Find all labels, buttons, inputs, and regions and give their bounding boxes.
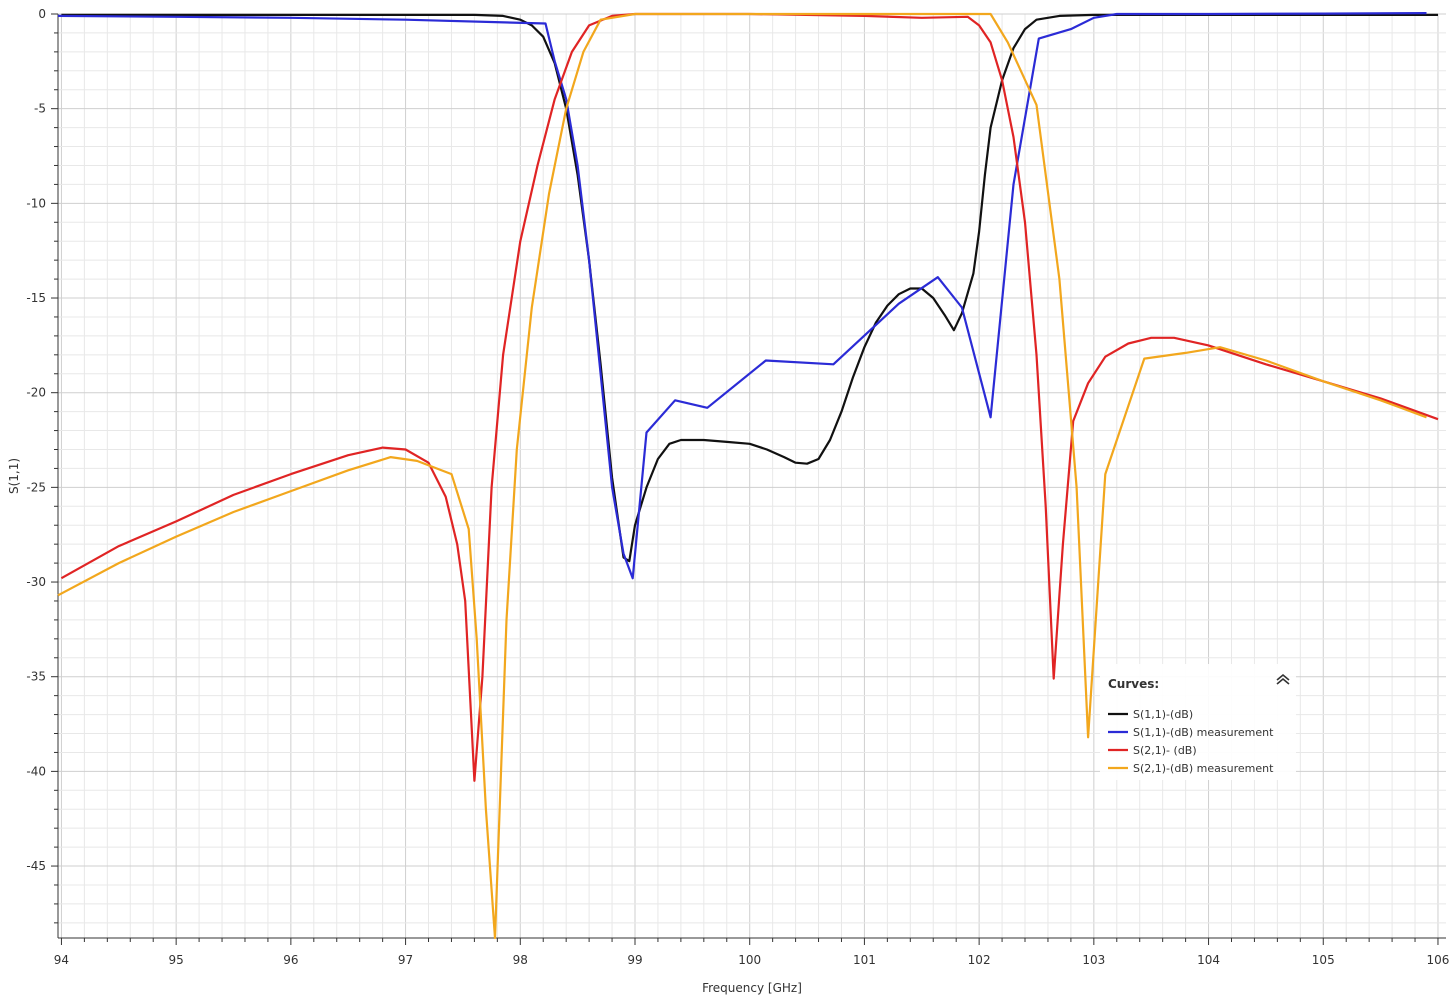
x-tick-label: 94 — [54, 953, 69, 967]
x-tick-label: 104 — [1197, 953, 1220, 967]
y-tick-label: -15 — [26, 291, 46, 305]
y-axis-title: S(1,1) — [7, 458, 21, 494]
x-tick-label: 101 — [853, 953, 876, 967]
legend-label-1: S(1,1)-(dB) — [1133, 708, 1193, 721]
x-tick-label: 100 — [738, 953, 761, 967]
x-tick-label: 97 — [398, 953, 413, 967]
x-axis-title: Frequency [GHz] — [702, 981, 802, 995]
legend: Curves: S(1,1)-(dB) S(1,1)-(dB) measureme… — [1100, 664, 1296, 780]
y-tick-label: -25 — [26, 480, 46, 494]
legend-label-2: S(1,1)-(dB) measurement — [1133, 726, 1274, 739]
x-tick-label: 98 — [513, 953, 528, 967]
y-tick-label: -30 — [26, 575, 46, 589]
y-tick-label: -35 — [26, 670, 46, 684]
x-tick-label: 99 — [627, 953, 642, 967]
y-tick-label: -45 — [26, 859, 46, 873]
legend-title: Curves: — [1108, 677, 1159, 691]
x-tick-label: 103 — [1082, 953, 1105, 967]
x-tick-label: 96 — [283, 953, 298, 967]
legend-label-3: S(2,1)- (dB) — [1133, 744, 1197, 757]
x-tick-label: 105 — [1312, 953, 1335, 967]
x-tick-label: 106 — [1427, 953, 1450, 967]
y-tick-label: -10 — [26, 196, 46, 210]
y-tick-label: -5 — [34, 102, 46, 116]
y-tick-label: 0 — [38, 7, 46, 21]
legend-label-4: S(2,1)-(dB) measurement — [1133, 762, 1274, 775]
x-tick-label: 95 — [169, 953, 184, 967]
x-tick-label: 102 — [968, 953, 991, 967]
y-tick-label: -40 — [26, 764, 46, 778]
y-tick-label: -20 — [26, 386, 46, 400]
